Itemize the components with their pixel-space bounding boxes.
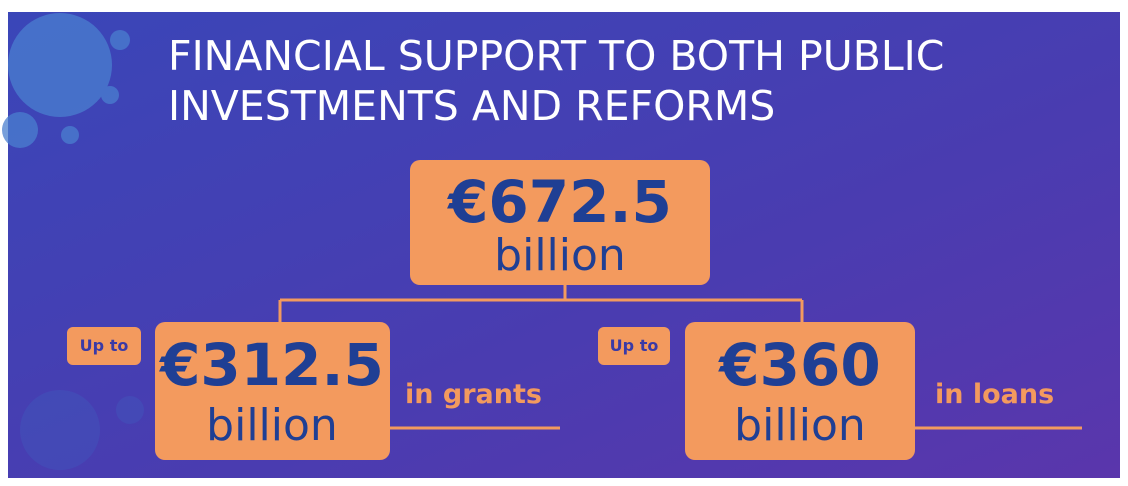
virus-decoration <box>2 13 130 148</box>
upto-badge <box>67 327 141 365</box>
loans-amount: €360 <box>717 331 880 399</box>
grants-unit: billion <box>206 400 338 451</box>
grants-prefix: Up to <box>80 336 129 355</box>
virus-decoration <box>20 390 144 470</box>
total-unit: billion <box>494 230 626 281</box>
title-line: INVESTMENTS AND REFORMS <box>168 82 775 130</box>
total-box <box>410 160 710 285</box>
title-line: FINANCIAL SUPPORT TO BOTH PUBLIC <box>168 32 944 80</box>
loans-suffix: in loans <box>935 379 1054 410</box>
upto-badge <box>598 327 670 365</box>
total-amount: €672.5 <box>446 168 672 236</box>
loans-unit: billion <box>734 400 866 451</box>
loans-prefix: Up to <box>610 336 659 355</box>
grants-box <box>155 322 390 460</box>
grants-suffix: in grants <box>405 379 542 410</box>
loans-box <box>685 322 915 460</box>
connector <box>278 284 1082 430</box>
grants-amount: €312.5 <box>158 331 384 399</box>
